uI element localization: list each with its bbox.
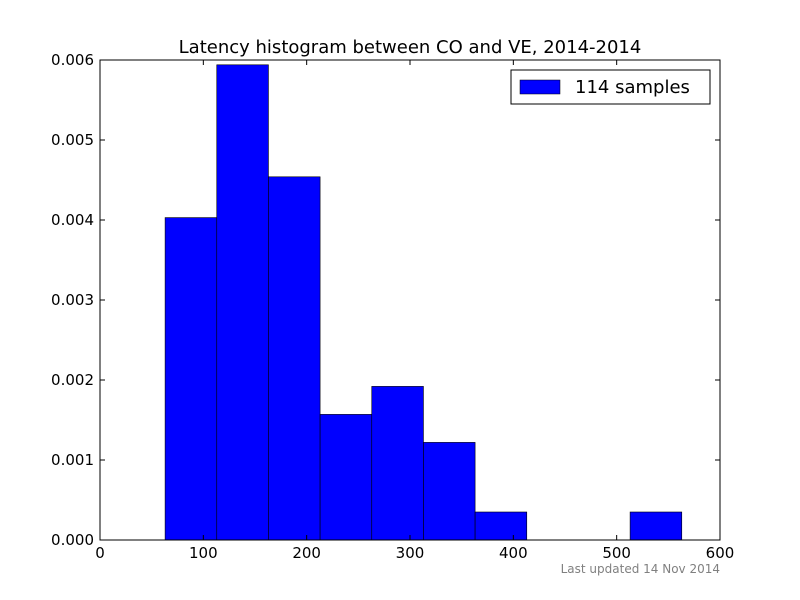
legend-label: 114 samples: [575, 77, 690, 98]
y-tick-label: 0.000: [51, 531, 94, 549]
x-tick-label: 500: [602, 544, 631, 562]
last-updated-note: Last updated 14 Nov 2014: [560, 562, 720, 576]
histogram-bar-0: [164, 217, 218, 541]
y-tick-label: 0.002: [51, 371, 94, 389]
y-tick-label: 0.004: [51, 211, 94, 229]
bars-group: [164, 64, 683, 541]
histogram-bar-6: [474, 511, 528, 541]
y-tick-label: 0.001: [51, 451, 94, 469]
histogram-bar-3: [319, 414, 373, 541]
y-axis: 0.000 0.001 0.002 0.003 0.004 0.005 0.006: [51, 51, 720, 549]
x-axis: 0 100 200 300 400 500 600: [95, 60, 734, 562]
chart-title: Latency histogram between CO and VE, 201…: [179, 37, 642, 58]
histogram-bar-1: [216, 64, 269, 541]
legend-swatch: [519, 79, 561, 95]
x-tick-label: 100: [189, 544, 218, 562]
histogram-bar-5: [423, 442, 476, 541]
y-tick-label: 0.006: [51, 51, 94, 69]
histogram-bar-4: [371, 386, 424, 541]
x-tick-label: 600: [706, 544, 735, 562]
legend: 114 samples: [510, 69, 711, 105]
y-tick-label: 0.005: [51, 131, 94, 149]
y-tick-label: 0.003: [51, 291, 94, 309]
histogram-bar-9: [629, 511, 683, 541]
histogram-bar-2: [268, 176, 321, 541]
x-tick-label: 200: [292, 544, 321, 562]
x-tick-label: 300: [396, 544, 425, 562]
x-tick-label: 0: [95, 544, 105, 562]
x-tick-label: 400: [499, 544, 528, 562]
